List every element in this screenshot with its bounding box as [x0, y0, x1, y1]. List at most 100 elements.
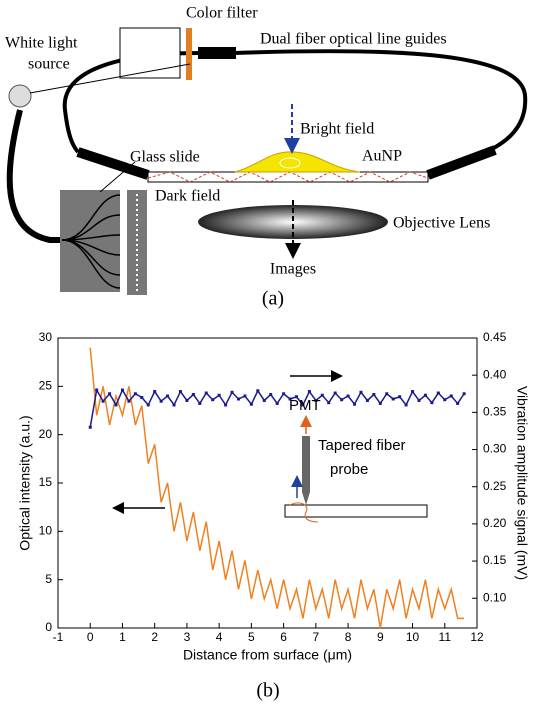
diagram-a: Color filter White light source Dual fib… — [5, 5, 528, 310]
series-marker — [211, 398, 215, 402]
x-tick-label: 8 — [345, 630, 352, 644]
series-marker — [333, 391, 337, 395]
y2-tick-label: 0.25 — [483, 479, 507, 493]
slide — [147, 171, 429, 183]
fiber — [6, 109, 70, 243]
x-tick-label: 12 — [470, 630, 484, 644]
y-tick-label: 0 — [45, 620, 52, 634]
chart-b: -1 0 1 2 3 4 5 6 7 8 9 10 11 120510152025300.100.150.… — [17, 330, 531, 663]
series-marker — [307, 390, 311, 394]
inset-light — [289, 502, 319, 523]
y-tick-label: 30 — [39, 330, 53, 344]
series-marker — [449, 394, 453, 398]
series-marker — [101, 399, 105, 403]
guide — [426, 145, 497, 180]
series-marker — [404, 403, 408, 407]
y-axis-label: Optical intensity (a.u.) — [17, 415, 33, 550]
series-marker — [230, 390, 234, 394]
series-marker — [236, 397, 240, 401]
series-marker — [430, 401, 434, 405]
series-marker — [320, 393, 324, 397]
x-axis-label: Distance from surface (μm) — [183, 647, 352, 663]
series-line — [89, 347, 465, 629]
inset-slide — [284, 504, 428, 518]
x-tick-label: 11 — [439, 630, 452, 644]
y2-tick-label: 0.10 — [483, 590, 507, 604]
series-marker — [140, 395, 144, 399]
x-tick-label: 7 — [313, 630, 320, 644]
series-marker — [204, 391, 208, 395]
series-marker — [217, 393, 221, 397]
y2-tick-label: 0.20 — [483, 516, 507, 530]
series-marker — [411, 390, 415, 394]
series-marker — [224, 403, 228, 407]
label: Dark field — [155, 188, 220, 205]
series-marker — [346, 394, 350, 398]
plot-frame — [57, 337, 478, 629]
y2-tick-label: 0.40 — [483, 367, 507, 381]
series-marker — [462, 392, 466, 396]
y2-axis-label: Vibration amplitude signal (mV) — [514, 386, 530, 580]
series-marker — [146, 403, 150, 407]
label: Objective Lens — [393, 215, 490, 232]
series-marker — [243, 394, 247, 398]
series-marker — [295, 395, 299, 399]
series-marker — [178, 390, 182, 394]
y-tick-label: 20 — [39, 427, 53, 441]
filter — [186, 28, 192, 80]
label: Glass slide — [130, 149, 200, 166]
y2-tick-label: 0.35 — [483, 405, 507, 419]
lens — [198, 205, 388, 239]
series-marker — [340, 398, 344, 402]
y2-tick-label: 0.15 — [483, 553, 507, 567]
x-tick-label: 9 — [377, 630, 384, 644]
series-marker — [95, 388, 99, 392]
series-marker — [127, 399, 131, 403]
series-marker — [262, 398, 266, 402]
y-tick-label: 10 — [39, 524, 53, 538]
series-marker — [166, 394, 170, 398]
series-marker — [353, 402, 357, 406]
series-marker — [398, 395, 402, 399]
series-marker — [198, 401, 202, 405]
lamp — [8, 84, 32, 108]
x-tick-label: -1 — [53, 630, 64, 644]
label: Bright field — [300, 121, 374, 138]
series-marker — [269, 393, 273, 397]
series-marker — [443, 398, 447, 402]
label: Dual fiber optical line guides — [260, 31, 447, 48]
x-tick-label: 6 — [280, 630, 287, 644]
particle — [279, 157, 301, 169]
series-marker — [456, 401, 460, 405]
x-tick-label: 5 — [248, 630, 255, 644]
series-marker — [133, 392, 137, 396]
y-tick-label: 15 — [39, 475, 53, 489]
label: AuNP — [362, 148, 402, 165]
light-source — [119, 27, 181, 79]
inset-probe — [302, 436, 310, 505]
series-marker — [256, 389, 260, 393]
series-marker — [275, 401, 279, 405]
annotation: Tapered fiber — [318, 437, 406, 454]
series-marker — [314, 398, 318, 402]
series-marker — [114, 403, 118, 407]
series-line — [89, 387, 465, 428]
series-marker — [372, 393, 376, 397]
series-marker — [249, 402, 253, 406]
series-marker — [417, 398, 421, 402]
x-tick-label: 10 — [406, 630, 420, 644]
series-marker — [391, 397, 395, 401]
label: Color filter — [186, 5, 258, 22]
guide — [76, 147, 150, 180]
fiber-strip — [127, 190, 147, 295]
series-marker — [288, 397, 292, 401]
series-marker — [191, 393, 195, 397]
series-marker — [153, 390, 157, 394]
x-tick-label: 2 — [151, 630, 158, 644]
series-marker — [108, 392, 112, 396]
y2-tick-label: 0.45 — [483, 330, 507, 344]
series-marker — [172, 403, 176, 407]
series-marker — [120, 388, 124, 392]
series-marker — [301, 403, 305, 407]
